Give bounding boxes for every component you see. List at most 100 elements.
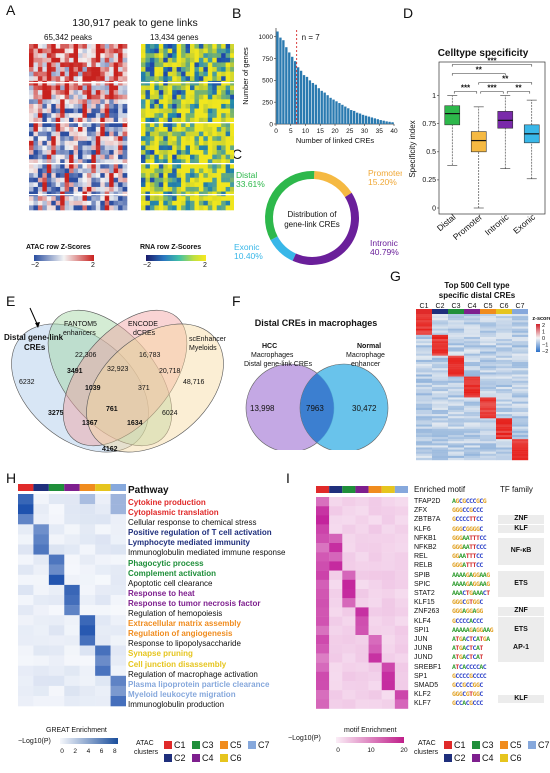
rna-heat-cell	[150, 95, 155, 100]
i-heat-cell	[395, 635, 408, 644]
i-heat-cell	[382, 663, 395, 672]
motif-logo: AAAAGAGGAAG	[452, 571, 493, 580]
rna-heat-cell	[181, 62, 186, 67]
h-heat-cell	[18, 635, 34, 645]
i-heat-cell	[382, 525, 395, 534]
atac-heat-cell	[118, 164, 123, 169]
rna-heat-cell	[221, 95, 226, 100]
motif-logo: AAAAGAGGAAG	[452, 580, 493, 589]
i-heat-cell	[369, 515, 382, 524]
atac-heat-cell	[29, 145, 34, 150]
rna-heat-cell	[203, 196, 208, 201]
atac-heat-cell	[74, 44, 79, 49]
tf-family-label: KLF	[498, 695, 544, 703]
rna-heat-cell	[159, 201, 164, 206]
g-heat-cell	[496, 327, 512, 329]
rna-heat-cell	[177, 113, 182, 118]
h-heat-cell	[111, 656, 126, 666]
atac-heat-cell	[96, 44, 101, 49]
rna-heat-cell	[199, 104, 204, 109]
g-heat-cell	[448, 431, 464, 433]
rna-heat-cell	[194, 95, 199, 100]
i-heat-cell	[329, 644, 342, 653]
rna-heat-cell	[141, 53, 146, 58]
rna-heat-cell	[217, 118, 222, 123]
rna-heat-cell	[217, 169, 222, 174]
atac-heat-cell	[74, 173, 79, 178]
h-heat-cell	[95, 686, 111, 696]
rna-heat-cell	[199, 53, 204, 58]
atac-heat-cell	[78, 201, 83, 206]
rna-heat-cell	[194, 76, 199, 81]
atac-heat-cell	[47, 44, 52, 49]
rna-heat-cell	[163, 104, 168, 109]
h-heat-cell	[95, 545, 111, 555]
g-heat-cell	[480, 314, 496, 316]
g-heat-cell	[480, 391, 496, 393]
g-heat-cell	[432, 358, 448, 360]
h-heat-cell	[95, 595, 111, 605]
rna-heat-cell	[212, 205, 217, 210]
rna-heat-cell	[181, 86, 186, 91]
atac-heat-cell	[109, 127, 114, 132]
atac-heat-cell	[60, 72, 65, 77]
atac-heat-cell	[33, 109, 38, 114]
g-heat-cell	[464, 441, 480, 443]
atac-heat-cell	[109, 99, 114, 104]
i-heat-cell	[369, 644, 382, 653]
d-sig-label: ***	[461, 84, 471, 93]
rna-heat-cell	[159, 136, 164, 141]
rna-heat-cell	[172, 99, 177, 104]
atac-heat-cell	[82, 155, 87, 160]
h-heat-cell	[64, 575, 80, 585]
g-heat-cell	[464, 327, 480, 329]
atac-heat-cell	[29, 109, 34, 114]
atac-heat-cell	[78, 145, 83, 150]
i-heat-cell	[355, 589, 368, 598]
rna-heat-cell	[159, 72, 164, 77]
g-heat-cell	[464, 341, 480, 343]
pathway-list: Cytokine production Cytoplasmic translati…	[128, 498, 285, 710]
b-annotation: n = 7	[302, 33, 321, 42]
rna-heat-cell	[159, 95, 164, 100]
atac-heat-cell	[38, 132, 43, 137]
rna-heat-cell	[226, 150, 231, 155]
g-heat-cell	[480, 458, 496, 460]
atac-heat-cell	[96, 127, 101, 132]
atac-heat-cell	[42, 72, 47, 77]
g-heat-cell	[464, 408, 480, 410]
g-heat-cell	[416, 452, 432, 454]
atac-heat-cell	[100, 58, 105, 63]
rna-heat-cell	[168, 205, 173, 210]
pathway-label: Plasma lipoprotein particle clearance	[128, 680, 285, 690]
h-heat-cell	[49, 545, 65, 555]
g-heat-cell	[464, 318, 480, 320]
g-heat-cell	[496, 441, 512, 443]
atac-heat-cell	[29, 182, 34, 187]
g-heat-cell	[432, 372, 448, 374]
rna-heat-cell	[141, 141, 146, 146]
rna-heat-cell	[168, 99, 173, 104]
i-heat-cell	[395, 699, 408, 708]
motif-label: SPI1	[414, 626, 441, 635]
rna-heat-cell	[226, 178, 231, 183]
rna-heat-cell	[186, 109, 191, 114]
rna-heat-cell	[150, 99, 155, 104]
h-heat-cell	[33, 666, 49, 676]
atac-heat-cell	[123, 155, 128, 160]
h-heat-cell	[33, 615, 49, 625]
rna-heat-cell	[181, 173, 186, 178]
atac-heat-cell	[114, 145, 119, 150]
atac-heat-cell	[29, 155, 34, 160]
g-heat-cell	[480, 454, 496, 456]
i-heat-cell	[369, 653, 382, 662]
rna-heat-cell	[226, 86, 231, 91]
rna-heat-cell	[177, 90, 182, 95]
g-heat-cell	[480, 354, 496, 356]
rna-heat-cell	[168, 90, 173, 95]
i-heat-cell	[342, 681, 355, 690]
rna-heat-cell	[208, 76, 213, 81]
rna-heat-cell	[168, 173, 173, 178]
i-cluster-legend-item: C7	[528, 740, 550, 750]
venn-e-label-sc-1: scEnhancer	[189, 336, 226, 343]
